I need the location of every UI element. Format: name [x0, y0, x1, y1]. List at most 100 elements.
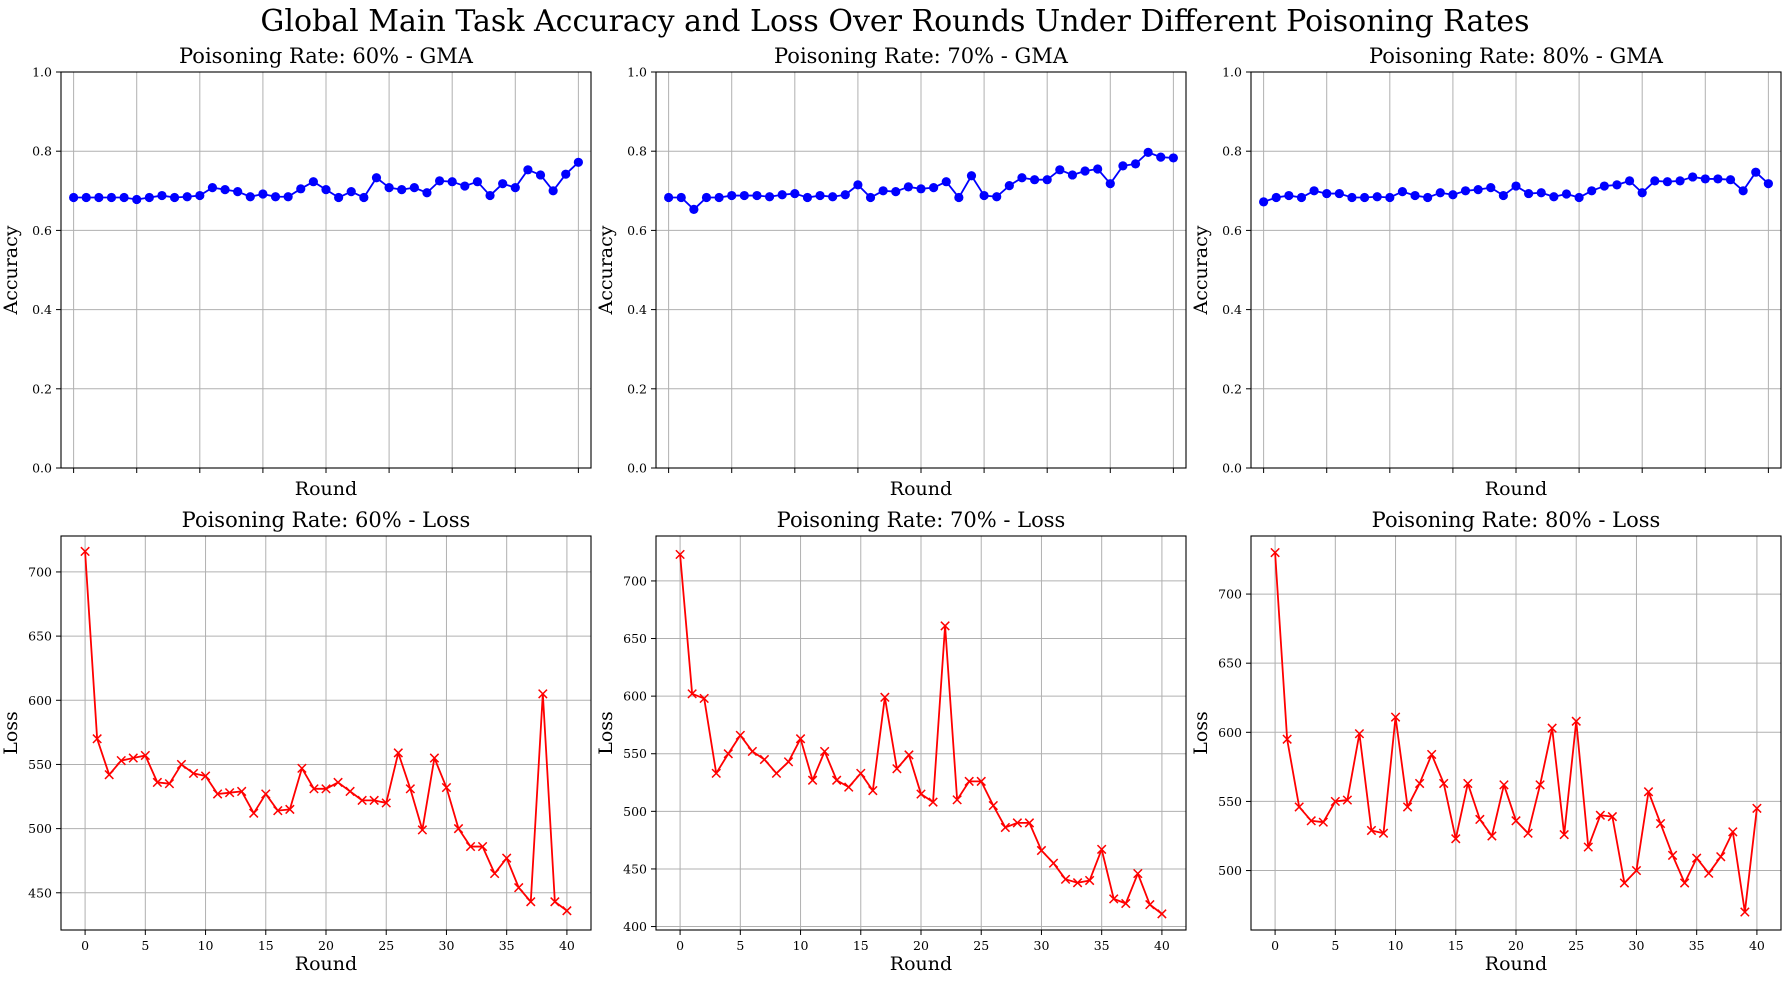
data-point [1121, 898, 1131, 909]
data-point [856, 768, 866, 779]
x-tick-label: 25 [1568, 938, 1584, 953]
y-tick-label: 1.0 [627, 65, 647, 80]
data-point-stroke [1133, 868, 1143, 879]
x-tick-label: 40 [1749, 938, 1765, 953]
data-point [1423, 192, 1433, 203]
data-point [1036, 845, 1047, 856]
data-point-stroke [550, 897, 560, 907]
data-point [747, 746, 758, 757]
data-point-stroke [273, 805, 283, 816]
data-point [1330, 796, 1341, 807]
data-point [1619, 878, 1630, 888]
data-point [1700, 174, 1710, 184]
data-point [224, 787, 235, 798]
data-point-stroke [152, 777, 163, 788]
data-point-stroke [1583, 842, 1594, 852]
data-point [321, 784, 331, 794]
data-point [248, 808, 259, 818]
subplot-title: Poisoning Rate: 70% - GMA [774, 44, 1069, 68]
data-point [807, 775, 818, 785]
data-point [140, 750, 151, 761]
data-point [1475, 814, 1485, 825]
y-tick-label: 0.4 [627, 302, 647, 317]
data-point-stroke [80, 546, 90, 557]
data-point [1624, 176, 1635, 186]
y-tick-label: 650 [623, 631, 647, 646]
figure-title: Global Main Task Accuracy and Loss Over … [260, 4, 1529, 39]
data-point-stroke [1655, 818, 1666, 829]
x-tick-label: 0 [81, 938, 89, 953]
data-point [1410, 190, 1420, 201]
data-point [1105, 179, 1115, 189]
data-point [1740, 907, 1750, 917]
data-point-stroke [1463, 778, 1473, 789]
x-axis-label: Round [890, 953, 952, 975]
data-point [359, 192, 369, 203]
y-tick-label: 450 [623, 861, 647, 876]
data-point-stroke [393, 748, 404, 758]
data-point-stroke [477, 841, 488, 852]
data-point [1080, 166, 1090, 176]
data-point [429, 753, 440, 763]
x-tick-label: 35 [1094, 938, 1110, 953]
x-axis-label: Round [1485, 953, 1547, 975]
data-point [777, 190, 787, 200]
data-point-stroke [1282, 734, 1292, 744]
data-point [1296, 192, 1307, 203]
data-point [164, 778, 175, 789]
data-point-stroke [1535, 780, 1545, 790]
data-point-stroke [1036, 845, 1047, 856]
y-tick-label: 0.8 [1222, 144, 1242, 159]
data-point [714, 192, 724, 203]
data-point [1118, 161, 1128, 171]
x-tick-label: 20 [1508, 938, 1524, 953]
data-point [1511, 181, 1521, 191]
data-point [1156, 152, 1166, 162]
y-axis-label: Loss [595, 711, 617, 755]
data-point [865, 192, 876, 203]
data-point-stroke [880, 692, 890, 703]
y-tick-label: 0.2 [627, 381, 647, 396]
data-point [1463, 778, 1473, 789]
data-point [878, 186, 888, 196]
x-tick-label: 20 [318, 938, 334, 953]
y-tick-label: 400 [623, 919, 647, 934]
y-tick-label: 1.0 [1222, 65, 1242, 80]
data-point [1574, 192, 1584, 203]
data-point-stroke [429, 753, 440, 763]
data-point [840, 190, 850, 200]
data-point [152, 777, 163, 788]
data-point [397, 185, 407, 195]
y-axis-label: Accuracy [1190, 225, 1212, 315]
data-point [880, 692, 890, 703]
data-point [1048, 858, 1059, 868]
data-point [169, 192, 180, 203]
data-point-stroke [1752, 803, 1762, 814]
data-point [434, 176, 445, 186]
subplot-title: Poisoning Rate: 80% - GMA [1369, 44, 1664, 68]
data-point-stroke [1487, 831, 1497, 841]
x-tick-label: 15 [853, 938, 869, 953]
data-point [119, 192, 129, 203]
data-point [384, 183, 394, 193]
data-point [233, 186, 243, 197]
data-point-stroke [940, 621, 950, 631]
data-point [1284, 190, 1294, 201]
data-point [1060, 874, 1071, 885]
data-point [819, 746, 830, 757]
data-point [976, 776, 986, 787]
data-point [831, 775, 842, 785]
data-point [498, 179, 508, 189]
y-tick-label: 0.0 [627, 461, 647, 476]
data-point [132, 194, 142, 205]
data-point-stroke [1121, 898, 1131, 909]
data-point [321, 185, 331, 195]
data-point [1524, 188, 1534, 199]
data-point [144, 192, 154, 203]
data-point-stroke [1060, 874, 1071, 885]
data-point [1366, 825, 1377, 836]
data-point [1414, 778, 1425, 789]
y-tick-label: 0.2 [32, 381, 52, 396]
subplot-title: Poisoning Rate: 70% - Loss [777, 508, 1066, 532]
y-tick-label: 0.6 [32, 223, 52, 238]
